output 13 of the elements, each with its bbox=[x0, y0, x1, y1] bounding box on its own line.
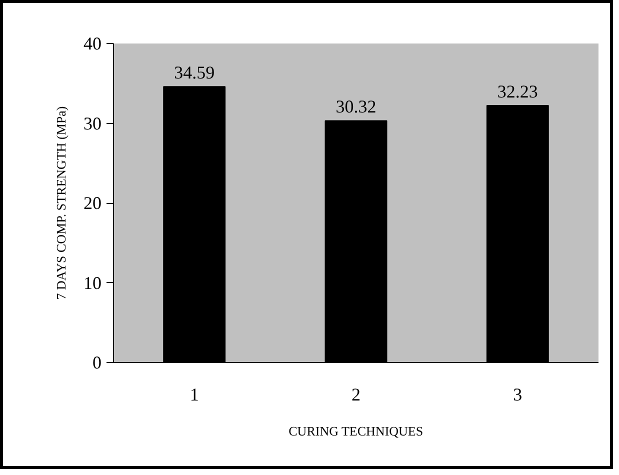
data-label: 32.23 bbox=[497, 81, 538, 102]
y-tick-label: 0 bbox=[92, 352, 102, 372]
x-tick-label: 2 bbox=[352, 384, 360, 404]
y-tick-label: 20 bbox=[84, 193, 102, 213]
y-tick-label: 40 bbox=[84, 34, 102, 54]
y-tick-label: 30 bbox=[84, 113, 102, 134]
x-tick-label: 3 bbox=[513, 384, 522, 404]
y-tick-label: 10 bbox=[84, 272, 102, 293]
y-axis-title: 7 DAYS COMP. STRENGTH (MPa) bbox=[54, 106, 68, 300]
data-label: 34.59 bbox=[174, 62, 215, 83]
data-label: 30.32 bbox=[336, 96, 376, 117]
x-axis-title: CURING TECHNIQUES bbox=[288, 424, 424, 438]
x-tick-label: 1 bbox=[190, 384, 199, 404]
